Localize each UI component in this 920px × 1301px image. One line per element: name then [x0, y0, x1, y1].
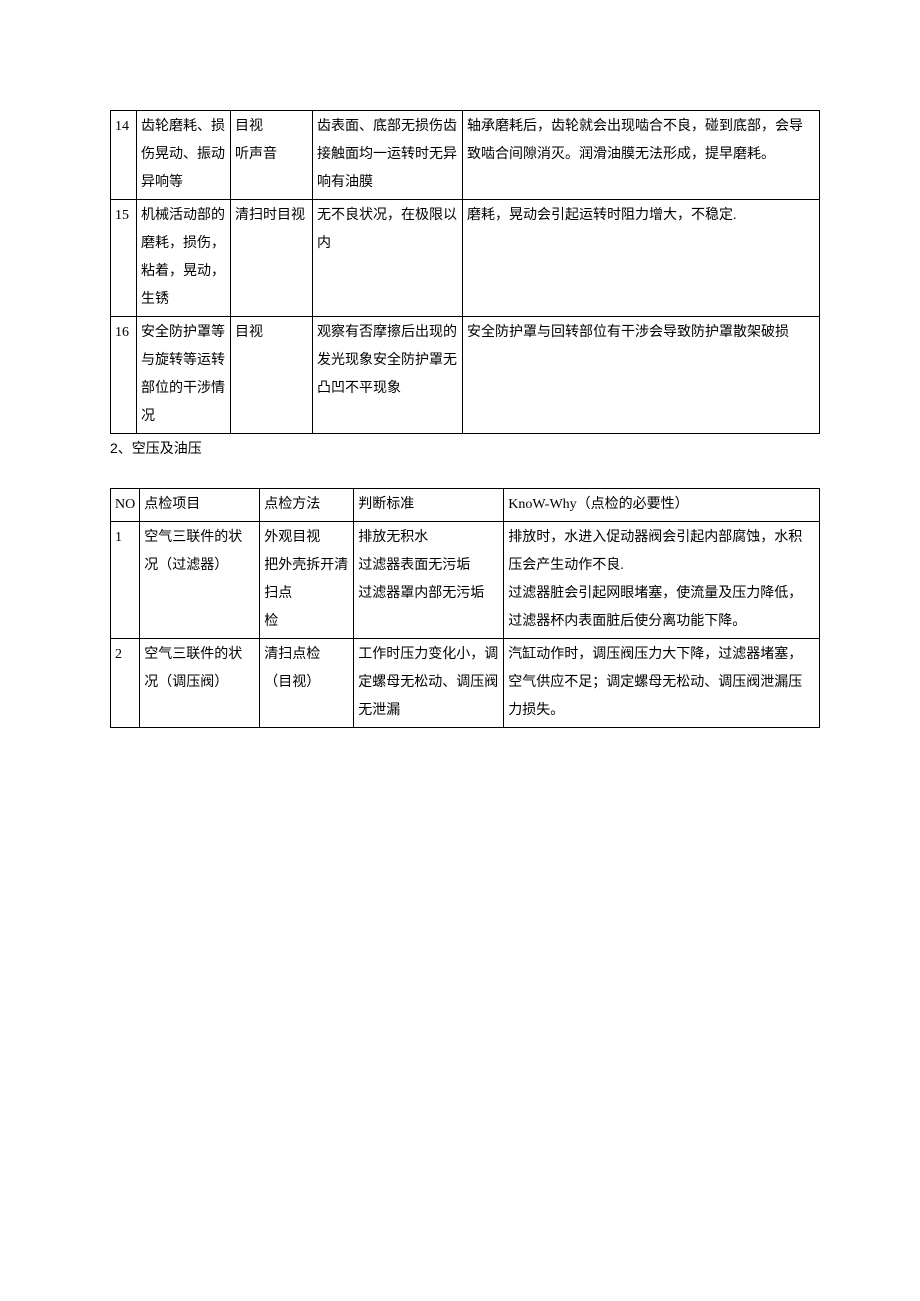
- header-criteria: 判断标准: [354, 489, 504, 522]
- table-2: NO 点检项目 点检方法 判断标准 KnoW-Why（点检的必要性） 1 空气三…: [110, 488, 820, 728]
- cell-no: 2: [111, 639, 140, 728]
- cell-item: 齿轮磨耗、损伤晃动、振动异响等: [137, 111, 231, 200]
- cell-criteria: 工作时压力变化小，调定螺母无松动、调压阀无泄漏: [354, 639, 504, 728]
- cell-why: 安全防护罩与回转部位有干涉会导致防护罩散架破损: [463, 317, 820, 434]
- header-why: KnoW-Why（点检的必要性）: [504, 489, 820, 522]
- table-row: 14 齿轮磨耗、损伤晃动、振动异响等 目视听声音 齿表面、底部无损伤齿接触面均一…: [111, 111, 820, 200]
- cell-criteria: 齿表面、底部无损伤齿接触面均一运转时无异响有油膜: [313, 111, 463, 200]
- cell-item: 机械活动部的磨耗，损伤，粘着，晃动，生锈: [137, 200, 231, 317]
- header-no: NO: [111, 489, 140, 522]
- table-row: 16 安全防护罩等与旋转等运转部位的干涉情况 目视 观察有否摩擦后出现的发光现象…: [111, 317, 820, 434]
- cell-no: 15: [111, 200, 137, 317]
- header-method: 点检方法: [260, 489, 354, 522]
- cell-method: 目视听声音: [231, 111, 313, 200]
- table-header-row: NO 点检项目 点检方法 判断标准 KnoW-Why（点检的必要性）: [111, 489, 820, 522]
- cell-why: 汽缸动作时，调压阀压力大下降，过滤器堵塞，空气供应不足；调定螺母无松动、调压阀泄…: [504, 639, 820, 728]
- cell-criteria: 无不良状况，在极限以内: [313, 200, 463, 317]
- section-title: 2、空压及油压: [110, 438, 820, 458]
- cell-item: 空气三联件的状况（过滤器）: [140, 522, 260, 639]
- table-row: 2 空气三联件的状况（调压阀） 清扫点检（目视） 工作时压力变化小，调定螺母无松…: [111, 639, 820, 728]
- cell-no: 1: [111, 522, 140, 639]
- cell-criteria: 排放无积水过滤器表面无污垢过滤器罩内部无污垢: [354, 522, 504, 639]
- table-row: 1 空气三联件的状况（过滤器） 外观目视把外壳拆开清扫点检 排放无积水过滤器表面…: [111, 522, 820, 639]
- cell-method: 清扫点检（目视）: [260, 639, 354, 728]
- cell-why: 磨耗，晃动会引起运转时阻力增大，不稳定.: [463, 200, 820, 317]
- cell-no: 16: [111, 317, 137, 434]
- cell-method: 目视: [231, 317, 313, 434]
- cell-item: 空气三联件的状况（调压阀）: [140, 639, 260, 728]
- cell-why: 轴承磨耗后，齿轮就会出现啮合不良，碰到底部，会导致啮合间隙消灭。润滑油膜无法形成…: [463, 111, 820, 200]
- cell-why: 排放时，水进入促动器阀会引起内部腐蚀，水积压会产生动作不良.过滤器脏会引起网眼堵…: [504, 522, 820, 639]
- cell-method: 外观目视把外壳拆开清扫点检: [260, 522, 354, 639]
- header-item: 点检项目: [140, 489, 260, 522]
- table-row: 15 机械活动部的磨耗，损伤，粘着，晃动，生锈 清扫时目视 无不良状况，在极限以…: [111, 200, 820, 317]
- cell-method: 清扫时目视: [231, 200, 313, 317]
- table-1: 14 齿轮磨耗、损伤晃动、振动异响等 目视听声音 齿表面、底部无损伤齿接触面均一…: [110, 110, 820, 434]
- cell-no: 14: [111, 111, 137, 200]
- cell-item: 安全防护罩等与旋转等运转部位的干涉情况: [137, 317, 231, 434]
- cell-criteria: 观察有否摩擦后出现的发光现象安全防护罩无凸凹不平现象: [313, 317, 463, 434]
